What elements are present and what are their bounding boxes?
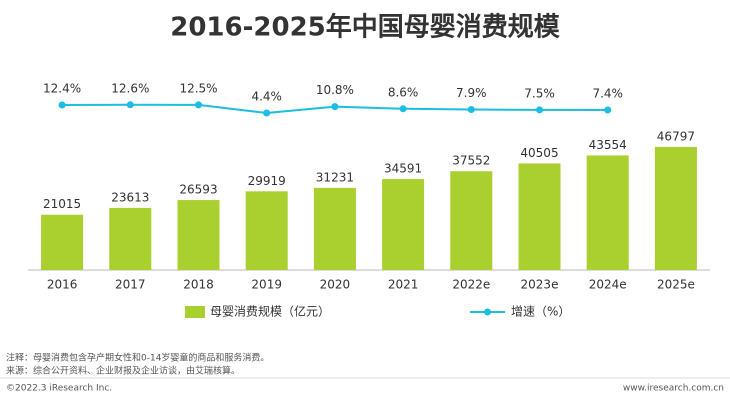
legend-label: 增速（%） (511, 305, 570, 319)
growth-point (263, 109, 271, 117)
growth-label: 12.4% (43, 82, 81, 96)
x-tick-label: 2024e (589, 278, 627, 292)
x-tick-label: 2020 (320, 278, 351, 292)
x-tick-label: 2018 (183, 278, 214, 292)
growth-label: 8.6% (388, 85, 419, 99)
bar-label: 29919 (248, 174, 286, 188)
bar (313, 187, 356, 270)
website: www.iresearch.com.cn (623, 384, 724, 394)
bar (586, 155, 629, 270)
growth-label: 7.9% (456, 86, 487, 100)
bar (245, 191, 288, 270)
legend-label: 母婴消费规模（亿元） (210, 304, 330, 319)
growth-label: 12.5% (179, 81, 217, 95)
x-tick-label: 2021 (388, 278, 419, 292)
growth-point (536, 106, 543, 114)
x-tick-label: 2017 (115, 278, 146, 292)
growth-point (195, 101, 202, 109)
x-tick-label: 2023e (521, 278, 559, 292)
bar (450, 171, 493, 270)
bar-label: 37552 (452, 154, 490, 168)
legend-point (484, 308, 491, 316)
chart-title: 2016-2025年中国母婴消费规模 (170, 12, 561, 43)
x-tick-label: 2025e (657, 278, 695, 292)
bar-label: 26593 (179, 183, 217, 197)
growth-point (331, 103, 339, 111)
growth-label: 7.4% (592, 87, 623, 101)
growth-point (58, 101, 66, 109)
bar (177, 200, 220, 270)
growth-label: 4.4% (251, 90, 282, 104)
legend-swatch (185, 306, 205, 318)
bar (518, 163, 561, 270)
x-tick-label: 2016 (47, 278, 78, 292)
growth-point (399, 105, 407, 113)
x-tick-label: 2022e (452, 278, 490, 292)
bar (654, 146, 697, 270)
growth-label: 7.5% (524, 86, 555, 100)
bar (382, 179, 425, 270)
bar-label: 31231 (316, 170, 354, 184)
bar-label: 34591 (384, 162, 422, 176)
growth-point (467, 106, 475, 113)
x-tick-label: 2019 (251, 278, 282, 292)
bar-label: 23613 (111, 190, 149, 204)
bar-label: 21015 (43, 197, 81, 211)
bar (41, 214, 84, 270)
growth-label: 10.8% (316, 83, 354, 97)
growth-point (126, 101, 134, 109)
bar (109, 207, 152, 270)
bar-label: 46797 (657, 129, 695, 143)
bar-label: 40505 (520, 146, 558, 160)
growth-label: 12.6% (111, 81, 149, 95)
note: 来源：综合公开资料、企业财报及企业访谈，由艾瑞核算。 (6, 365, 240, 377)
growth-point (604, 106, 612, 114)
bar-label: 43554 (589, 138, 627, 152)
note: 注释：母婴消费包含孕产期女性和0-14岁婴童的商品和服务消费。 (6, 352, 269, 364)
copyright: ©2022.3 iResearch Inc. (6, 384, 112, 394)
